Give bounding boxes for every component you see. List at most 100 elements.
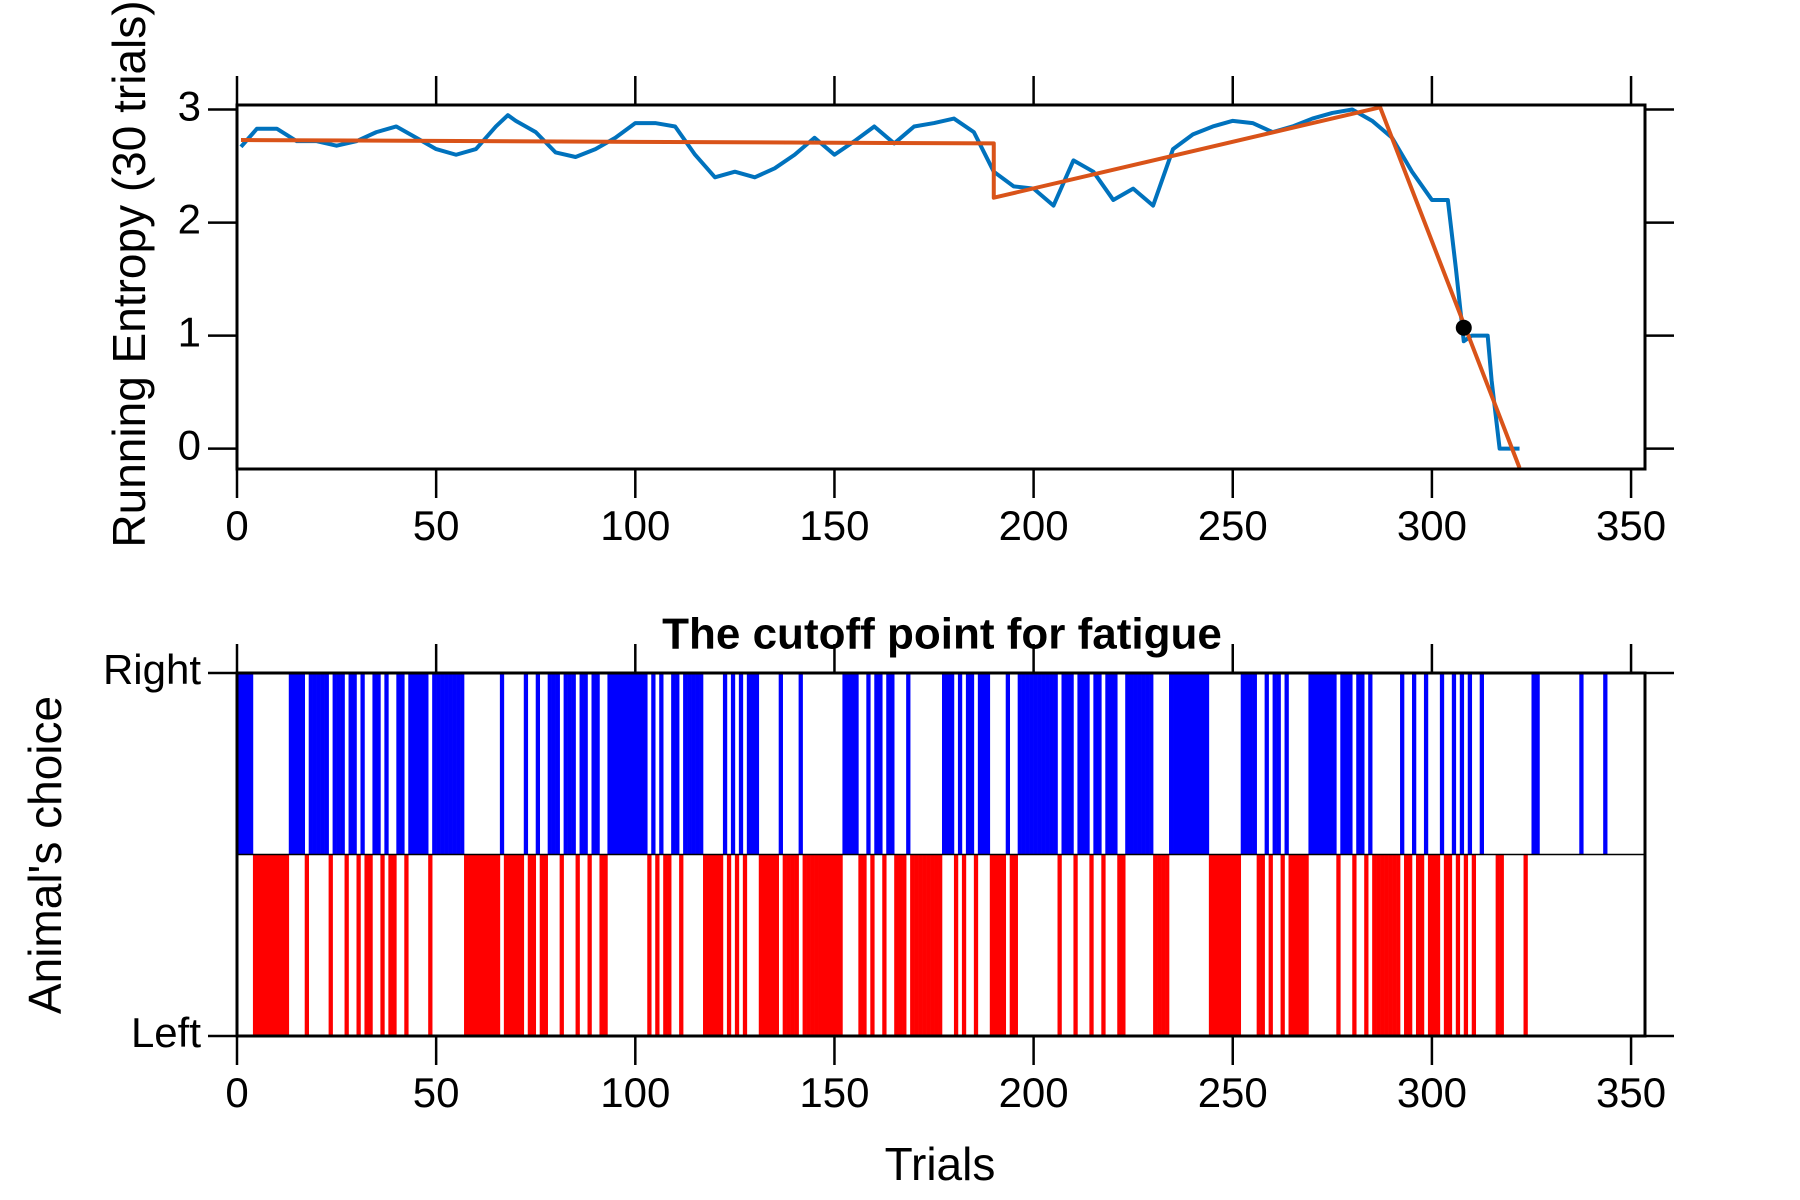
choice-bar [926, 854, 931, 1036]
choice-bar [400, 673, 405, 855]
choice-bar [1531, 673, 1536, 855]
choice-bar [503, 854, 509, 1036]
choice-bar [985, 673, 991, 855]
choice-bar [396, 673, 401, 855]
choice-bar [483, 854, 489, 1036]
choice-bar [491, 854, 497, 1036]
choice-bar [1308, 673, 1313, 855]
choice-bar [1320, 673, 1325, 855]
choice-bar [312, 673, 317, 855]
choice-bar [663, 854, 668, 1036]
choice-bar [647, 854, 652, 1036]
choice-bar [683, 673, 688, 855]
choice-bar [898, 854, 903, 1036]
choice-bar [1053, 673, 1058, 855]
choice-bar [248, 673, 254, 855]
choice-bar [822, 854, 827, 1036]
x-tick-label: 250 [1198, 502, 1268, 549]
choice-bar [436, 673, 441, 855]
choice-bar [667, 854, 672, 1036]
y-tick-label: 2 [178, 196, 201, 243]
choice-bar [706, 854, 712, 1036]
choice-bar [1133, 673, 1138, 855]
choice-bar [1348, 673, 1353, 855]
choice-bar [523, 673, 529, 855]
choice-bar [535, 673, 541, 855]
choice-bar [348, 673, 353, 855]
choice-bar [969, 673, 975, 855]
choice-bar [1149, 673, 1154, 855]
choice-bar [730, 673, 736, 855]
choice-bar [332, 673, 337, 855]
y-axis-label: Animal's choice [19, 696, 71, 1014]
choice-bar [655, 854, 660, 1036]
choice-bar [244, 673, 250, 855]
choice-bar [1388, 854, 1393, 1036]
choice-bar [1264, 673, 1269, 855]
choice-bar [1244, 673, 1249, 855]
choice-bar [304, 854, 309, 1036]
choice-bar [527, 854, 533, 1036]
choice-bar [1340, 673, 1345, 855]
x-tick-label: 0 [225, 502, 248, 549]
data-line [239, 107, 1520, 451]
x-tick-label: 350 [1596, 502, 1666, 549]
choice-bar [1280, 854, 1285, 1036]
choice-bar [703, 854, 708, 1036]
choice-bar [280, 854, 286, 1036]
choice-bar [1535, 673, 1540, 855]
choice-bar [1212, 854, 1218, 1036]
choice-bar [1447, 854, 1453, 1036]
choice-bar [595, 673, 600, 855]
choice-bar [722, 673, 728, 855]
choice-bar [519, 854, 525, 1036]
choice-bar [1384, 854, 1389, 1036]
choice-bar [945, 673, 951, 855]
plot-frame [235, 671, 1647, 1038]
choice-bar [1431, 854, 1437, 1036]
choice-bar [1029, 673, 1034, 855]
choice-bar [1268, 854, 1273, 1036]
choice-bar [742, 854, 748, 1036]
choice-bar [1089, 854, 1094, 1036]
choice-bar [1169, 673, 1174, 855]
y-tick-label: 3 [178, 83, 201, 130]
choice-bar [1324, 673, 1329, 855]
choice-bar [551, 673, 556, 855]
choice-bar [1360, 673, 1365, 855]
choice-bar [1396, 854, 1401, 1036]
y-tick-label: Left [131, 1009, 201, 1056]
choice-bar [1332, 673, 1337, 855]
choice-bar [910, 854, 915, 1036]
x-tick-label: 350 [1596, 1069, 1666, 1116]
choice-bar [850, 673, 855, 855]
choice-bar [276, 854, 282, 1036]
choice-bar [1276, 673, 1281, 855]
choice-bar [1033, 673, 1038, 855]
choice-bar [1372, 854, 1377, 1036]
choice-bar [284, 854, 290, 1036]
choice-bar [452, 673, 457, 855]
choice-bar [1049, 673, 1054, 855]
choice-bar [1121, 854, 1126, 1036]
choice-bar [583, 673, 588, 855]
choice-bar [539, 854, 544, 1036]
choice-bar [806, 854, 811, 1036]
choice-bar [1603, 673, 1608, 855]
choice-bar [754, 673, 760, 855]
choice-bar [1499, 854, 1504, 1036]
choice-bar [965, 673, 971, 855]
choice-bar [1328, 673, 1333, 855]
choice-bar [1296, 854, 1301, 1036]
x-tick-label: 150 [799, 1069, 869, 1116]
choice-bar [770, 854, 776, 1036]
choice-bar [1236, 854, 1242, 1036]
choice-bar [906, 673, 911, 855]
choice-bar [957, 673, 963, 855]
choice-bar [1037, 673, 1042, 855]
choice-bar [1408, 854, 1413, 1036]
choice-bar [456, 673, 461, 855]
choice-bar [798, 673, 803, 855]
choice-bar [977, 673, 983, 855]
choice-bar [575, 854, 580, 1036]
